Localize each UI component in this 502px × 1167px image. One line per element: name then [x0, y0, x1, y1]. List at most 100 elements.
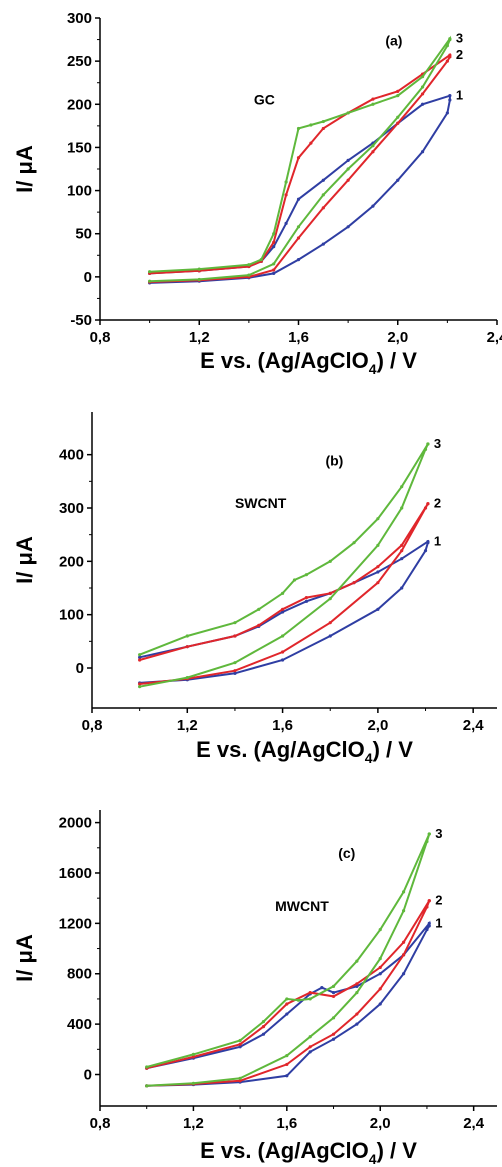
chart-panel-1: -50 0 50 100 150 200 250 300 0,8 1,2 1,6 2,0 2,4 E vs…	[12, 10, 502, 377]
series-3-point	[448, 37, 452, 41]
series-1-point	[280, 610, 285, 614]
series-3-point	[138, 653, 142, 657]
y-tick-label: 200	[67, 96, 92, 113]
series-3-point	[285, 997, 289, 1001]
x-axis-label: E vs. (Ag/AgClO4) / V	[196, 737, 413, 766]
electrode-annotation: MWCNT	[275, 898, 329, 914]
series-1-point	[420, 102, 425, 106]
series-3-point	[401, 890, 406, 894]
series-1-point	[296, 258, 301, 262]
series-2-point	[355, 1012, 359, 1016]
x-tick-label: 2,0	[370, 1115, 391, 1132]
series-3-line	[139, 443, 429, 688]
series-2-point	[352, 581, 356, 585]
series-1-point	[378, 1002, 382, 1006]
y-tick-label: 0	[76, 660, 84, 677]
series-1-point	[376, 607, 380, 611]
series-3-label: 3	[435, 826, 442, 841]
series-3-point	[304, 573, 309, 577]
series-3-point	[427, 832, 431, 836]
series-1-label: 1	[435, 915, 442, 930]
series-3-point	[238, 1076, 242, 1080]
series-3-point	[328, 597, 332, 601]
series-2-point	[425, 905, 429, 909]
series-1-point	[400, 557, 404, 561]
series-1-point	[285, 1074, 289, 1078]
series-1-point	[308, 1050, 312, 1054]
series-3-point	[346, 167, 350, 171]
series-1-point	[272, 245, 276, 249]
y-tick-label: 0	[84, 269, 92, 286]
series-1-point	[400, 586, 404, 590]
y-tick-label: 200	[59, 553, 84, 570]
series-2-point	[400, 543, 404, 547]
series-3-point	[371, 102, 375, 106]
series-2-point	[285, 1062, 289, 1067]
series-3-label: 3	[456, 31, 463, 46]
series-2-label: 2	[456, 47, 463, 62]
series-1-point	[426, 540, 430, 544]
series-2-point	[296, 236, 301, 240]
series-1-point	[448, 98, 452, 102]
panel-label: (b)	[325, 452, 343, 468]
series-1-point	[371, 204, 375, 208]
panel-label: (c)	[338, 845, 355, 861]
series-2-point	[426, 502, 430, 506]
y-tick-label: 400	[59, 447, 84, 464]
series-3-point	[321, 119, 325, 124]
series-1-point	[448, 94, 452, 98]
series-3-point	[378, 928, 382, 932]
y-tick-label: 1600	[59, 865, 92, 882]
series-2-point	[272, 268, 276, 272]
series-1-point	[272, 271, 276, 276]
series-3-point	[272, 232, 276, 236]
series-1-point	[284, 221, 288, 225]
series-2-point	[378, 987, 382, 991]
y-tick-label: 1200	[59, 915, 92, 932]
y-tick-label: -50	[70, 312, 92, 329]
series-1-line	[139, 539, 429, 684]
series-3-point	[145, 1084, 149, 1088]
series-1-point	[427, 921, 431, 925]
x-axis-label: E vs. (Ag/AgClO4) / V	[200, 348, 417, 377]
series-3-point	[280, 591, 285, 595]
series-3-point	[296, 998, 301, 1002]
series-2-point	[401, 953, 406, 957]
x-tick-label: 0,8	[82, 717, 103, 734]
x-axis-label: E vs. (Ag/AgClO4) / V	[200, 1138, 417, 1167]
chart-panel-3: 0 400 800 1200 1600 2000 0,8 1,2 1,6 2,0 2,4 E vs. …	[12, 810, 497, 1167]
series-3-point	[331, 984, 336, 988]
series-2-point	[284, 193, 288, 197]
series-2-label: 2	[435, 893, 442, 908]
series-3-point	[292, 578, 297, 582]
chart-panel-2: 0 100 200 300 400 0,8 1,2 1,6 2,0 2,4 E vs. (Ag/Ag…	[12, 412, 497, 766]
series-3-point	[272, 262, 276, 266]
series-2-point	[445, 59, 449, 63]
series-2-point	[371, 150, 375, 154]
series-1-point	[320, 986, 324, 990]
series-1-point	[296, 197, 301, 201]
series-3-point	[247, 273, 251, 277]
series-2-point	[378, 965, 382, 970]
x-tick-label: 2,4	[463, 717, 485, 734]
series-3-point	[261, 1020, 266, 1024]
y-tick-label: 50	[75, 226, 92, 243]
series-2-point	[346, 178, 350, 182]
series-3-point	[401, 909, 406, 913]
series-2-point	[304, 596, 309, 600]
series-3-point	[185, 634, 189, 638]
series-3-point	[197, 277, 201, 282]
series-3-point	[352, 541, 356, 545]
series-3-point	[425, 839, 429, 844]
y-tick-label: 100	[59, 607, 84, 624]
series-2-line	[146, 900, 431, 1087]
series-3-point	[191, 1052, 196, 1056]
y-tick-label: 0	[84, 1067, 92, 1084]
series-2-point	[280, 607, 285, 611]
series-1-point	[355, 1022, 359, 1026]
series-2-point	[423, 506, 428, 510]
series-3-point	[445, 44, 449, 48]
series-3-point	[233, 621, 237, 625]
x-tick-label: 1,6	[276, 1115, 297, 1132]
